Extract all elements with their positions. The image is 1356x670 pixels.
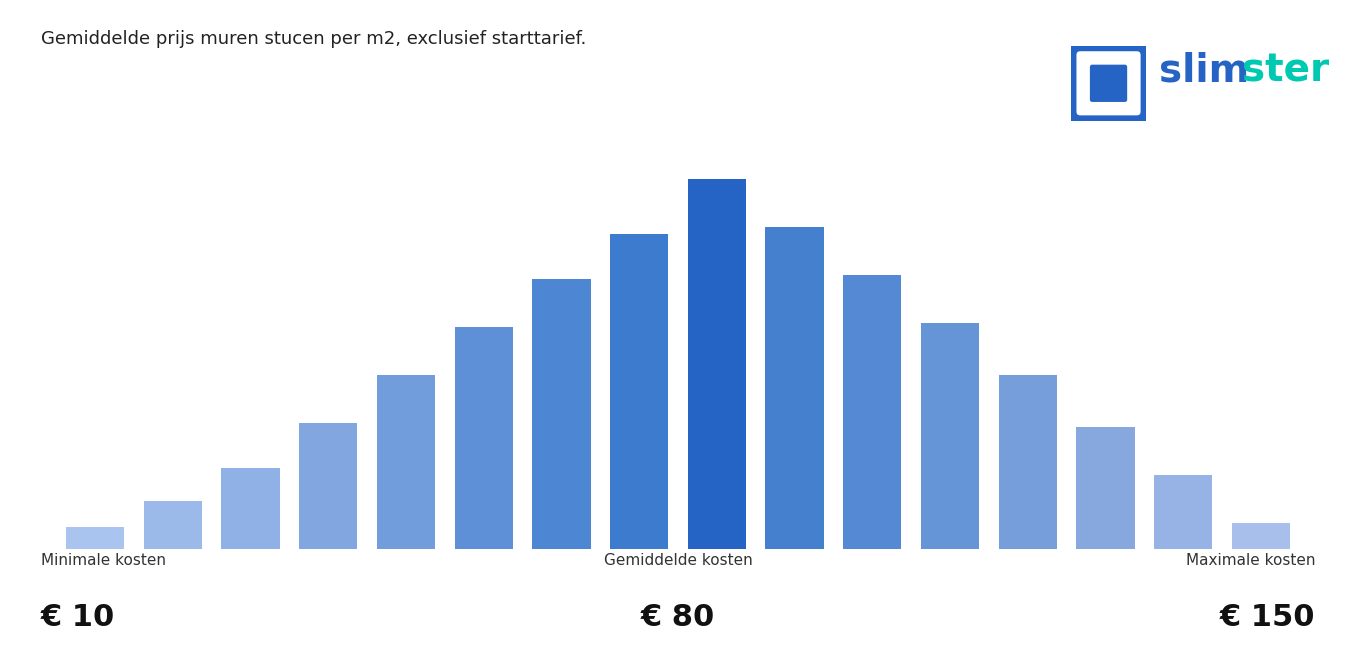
Bar (998, 375, 1056, 549)
FancyBboxPatch shape (1067, 42, 1150, 125)
Bar (454, 327, 513, 549)
Bar (377, 375, 435, 549)
Bar (144, 501, 202, 549)
Bar (843, 275, 902, 549)
Text: ster: ster (1242, 52, 1329, 89)
FancyBboxPatch shape (1077, 51, 1140, 115)
Bar (221, 468, 279, 549)
Bar (687, 178, 746, 549)
Bar (610, 234, 669, 549)
Text: Gemiddelde kosten: Gemiddelde kosten (603, 553, 753, 567)
Bar (921, 323, 979, 549)
Bar (533, 279, 591, 549)
Bar (1154, 475, 1212, 549)
Bar (300, 423, 358, 549)
Text: € 10: € 10 (41, 603, 115, 632)
Bar (765, 226, 823, 549)
Text: € 150: € 150 (1220, 603, 1315, 632)
Text: Maximale kosten: Maximale kosten (1185, 553, 1315, 567)
Bar (66, 527, 125, 549)
Text: slim: slim (1159, 52, 1250, 89)
Text: Minimale kosten: Minimale kosten (41, 553, 165, 567)
FancyBboxPatch shape (1090, 65, 1127, 102)
Text: € 80: € 80 (641, 603, 715, 632)
Bar (1231, 523, 1290, 549)
Bar (1077, 427, 1135, 549)
Text: Gemiddelde prijs muren stucen per m2, exclusief starttarief.: Gemiddelde prijs muren stucen per m2, ex… (41, 30, 586, 48)
